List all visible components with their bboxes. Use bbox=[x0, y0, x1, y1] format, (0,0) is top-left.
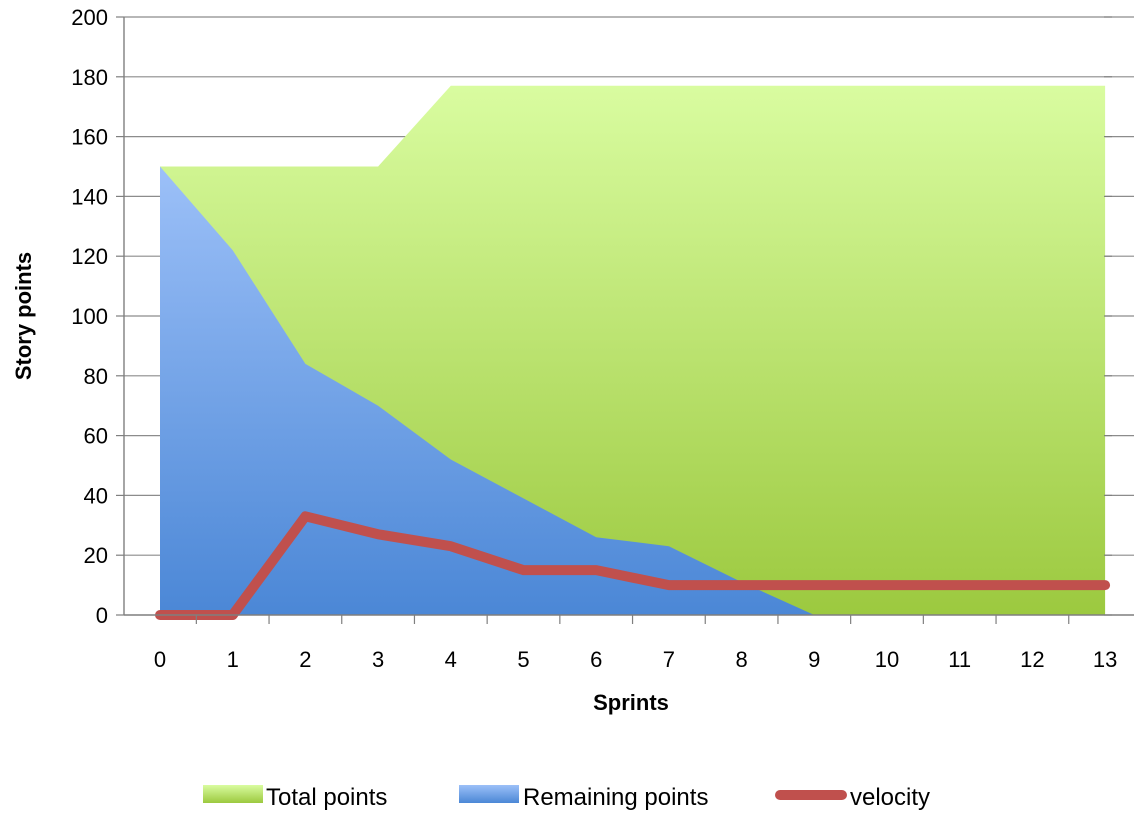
x-tick-label: 1 bbox=[227, 647, 239, 672]
y-tick-label: 80 bbox=[84, 364, 108, 389]
legend-label-velocity: velocity bbox=[850, 784, 930, 811]
x-tick-label: 3 bbox=[372, 647, 384, 672]
series-areas bbox=[160, 85, 1106, 615]
legend-label-total-points: Total points bbox=[266, 784, 387, 811]
area-remaining-points bbox=[160, 166, 1106, 615]
line-velocity bbox=[155, 511, 1111, 620]
x-tick-label: 9 bbox=[808, 647, 820, 672]
y-tick-label: 200 bbox=[71, 5, 108, 30]
y-tick-label: 160 bbox=[71, 125, 108, 150]
x-tick-label: 11 bbox=[948, 647, 971, 672]
x-tick-label: 6 bbox=[590, 647, 602, 672]
legend-swatch-remaining-points bbox=[459, 785, 519, 803]
legend-label-remaining-points: Remaining points bbox=[523, 784, 708, 811]
x-tick-label: 13 bbox=[1093, 647, 1117, 672]
legend-swatch-total-points bbox=[203, 785, 263, 803]
x-tick-label: 8 bbox=[735, 647, 747, 672]
y-tick-label: 180 bbox=[71, 65, 108, 90]
y-tick-label: 140 bbox=[71, 184, 108, 209]
y-tick-label: 20 bbox=[84, 543, 108, 568]
series-lines bbox=[155, 511, 1111, 620]
axes bbox=[116, 16, 1134, 624]
legend: Total points Remaining points velocity bbox=[203, 784, 930, 811]
x-tick-label: 4 bbox=[445, 647, 457, 672]
x-tick-label: 10 bbox=[875, 647, 899, 672]
y-tick-label: 100 bbox=[71, 304, 108, 329]
x-tick-label: 12 bbox=[1020, 647, 1044, 672]
y-axis-title: Story points bbox=[11, 252, 36, 380]
x-tick-label: 7 bbox=[663, 647, 675, 672]
x-tick-label: 5 bbox=[517, 647, 529, 672]
x-tick-label: 2 bbox=[299, 647, 311, 672]
x-tick-label: 0 bbox=[154, 647, 166, 672]
y-tick-label: 120 bbox=[71, 244, 108, 269]
y-tick-label: 0 bbox=[96, 603, 108, 628]
x-axis-title: Sprints bbox=[593, 690, 669, 715]
y-tick-label: 40 bbox=[84, 483, 108, 508]
y-tick-label: 60 bbox=[84, 424, 108, 449]
